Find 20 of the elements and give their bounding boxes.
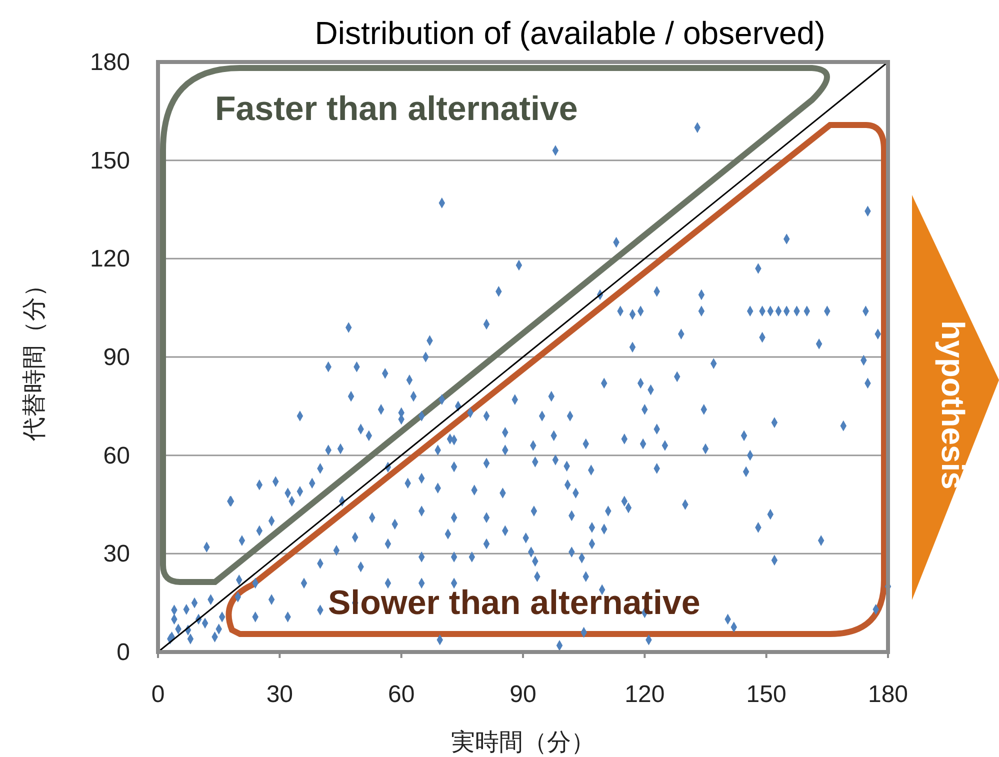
x-tick-label: 60 <box>388 681 415 708</box>
x-tick-label: 0 <box>151 681 165 708</box>
y-tick-label: 30 <box>103 540 130 568</box>
y-axis-title: 代替時間（分） <box>21 273 48 442</box>
text: hypothesis <box>935 320 971 490</box>
chart-title: Distribution of (available / observed) <box>314 15 826 51</box>
y-tick-label: 0 <box>116 639 130 666</box>
annotation: Slower than alternative <box>328 584 700 622</box>
x-tick-label: 120 <box>624 681 665 708</box>
x-axis-title: 実時間（分） <box>451 729 595 756</box>
x-tick-label: 90 <box>510 681 536 708</box>
x-tick-label: 150 <box>746 681 786 708</box>
y-tick-label: 150 <box>90 147 130 174</box>
x-tick-label: 30 <box>266 681 294 708</box>
y-tick-label: 60 <box>103 442 130 470</box>
y-tick-label: 90 <box>103 344 130 371</box>
y-tick-label: 120 <box>90 246 130 273</box>
y-tick-label: 180 <box>90 49 130 76</box>
x-tick-label: 180 <box>868 681 908 708</box>
annotation: Faster than alternative <box>215 90 578 128</box>
